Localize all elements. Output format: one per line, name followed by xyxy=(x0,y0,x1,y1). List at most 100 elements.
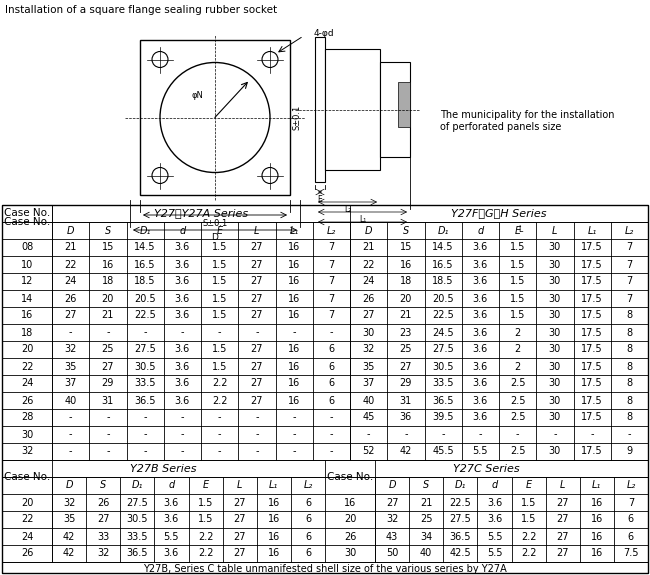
Text: 1.5: 1.5 xyxy=(212,277,227,286)
Text: 30: 30 xyxy=(344,549,356,558)
Text: -: - xyxy=(255,447,259,457)
Text: D: D xyxy=(388,481,396,490)
Text: 40: 40 xyxy=(363,396,375,405)
Text: 20.5: 20.5 xyxy=(135,293,156,304)
Text: 1.5: 1.5 xyxy=(212,259,227,270)
Text: Case No.: Case No. xyxy=(4,217,50,227)
Text: 12: 12 xyxy=(21,277,33,286)
Text: 30.5: 30.5 xyxy=(135,362,156,371)
Text: 16: 16 xyxy=(21,310,33,320)
Text: 17.5: 17.5 xyxy=(581,412,603,423)
Text: 30: 30 xyxy=(549,293,561,304)
Text: -: - xyxy=(69,430,72,439)
Text: 25: 25 xyxy=(101,344,114,355)
Text: 30: 30 xyxy=(549,328,561,338)
Text: 17.5: 17.5 xyxy=(581,396,603,405)
Text: E: E xyxy=(525,481,532,490)
Text: 6: 6 xyxy=(305,515,311,524)
Text: 43: 43 xyxy=(386,531,398,542)
Text: 30: 30 xyxy=(21,430,33,439)
Text: 16: 16 xyxy=(102,259,114,270)
Text: L: L xyxy=(560,481,566,490)
Text: of perforated panels size: of perforated panels size xyxy=(440,122,562,132)
Text: 36: 36 xyxy=(400,412,412,423)
Text: 3.6: 3.6 xyxy=(473,277,488,286)
Text: 22: 22 xyxy=(64,259,77,270)
Text: -: - xyxy=(144,447,147,457)
Text: -: - xyxy=(218,412,222,423)
Text: 1.5: 1.5 xyxy=(510,277,525,286)
Text: 6: 6 xyxy=(305,549,311,558)
Text: 27.5: 27.5 xyxy=(432,344,454,355)
Text: 2.2: 2.2 xyxy=(198,531,213,542)
Text: 24: 24 xyxy=(64,277,77,286)
Text: 7: 7 xyxy=(626,293,632,304)
Text: 1.5: 1.5 xyxy=(212,243,227,252)
Text: 1.5: 1.5 xyxy=(198,515,213,524)
Text: d: d xyxy=(477,225,484,236)
Text: D₁: D₁ xyxy=(140,225,151,236)
Text: S: S xyxy=(105,225,111,236)
Text: Case No.: Case No. xyxy=(4,472,50,482)
Text: 27: 27 xyxy=(251,344,263,355)
Text: 10: 10 xyxy=(21,259,33,270)
Text: 27: 27 xyxy=(97,515,109,524)
Text: 7: 7 xyxy=(626,277,632,286)
Text: -: - xyxy=(292,412,296,423)
Text: 8: 8 xyxy=(627,362,632,371)
Text: 2.5: 2.5 xyxy=(510,378,525,389)
Text: -: - xyxy=(106,447,110,457)
Bar xyxy=(325,49,380,170)
Text: S: S xyxy=(100,481,107,490)
Text: 2.2: 2.2 xyxy=(212,378,227,389)
Text: 42: 42 xyxy=(63,531,75,542)
Text: 3.6: 3.6 xyxy=(473,344,488,355)
Text: 24.5: 24.5 xyxy=(432,328,454,338)
Text: 2.2: 2.2 xyxy=(212,396,227,405)
Text: 7: 7 xyxy=(328,259,335,270)
Text: 7.5: 7.5 xyxy=(623,549,639,558)
Text: 2.2: 2.2 xyxy=(521,531,536,542)
Text: 32: 32 xyxy=(64,344,77,355)
Text: -: - xyxy=(478,430,482,439)
Text: 35: 35 xyxy=(64,362,77,371)
Text: 27: 27 xyxy=(251,396,263,405)
Text: 20: 20 xyxy=(21,497,33,508)
Text: The municipality for the installation: The municipality for the installation xyxy=(440,110,614,120)
Text: 3.6: 3.6 xyxy=(473,362,488,371)
Text: 17.5: 17.5 xyxy=(581,293,603,304)
Text: Y27F、G、H Series: Y27F、G、H Series xyxy=(451,209,547,218)
Text: 36.5: 36.5 xyxy=(432,396,454,405)
Text: L₂: L₂ xyxy=(344,205,351,213)
Text: 40: 40 xyxy=(64,396,77,405)
Text: 2.5: 2.5 xyxy=(510,412,525,423)
Text: 30: 30 xyxy=(549,344,561,355)
Text: 30: 30 xyxy=(549,243,561,252)
Text: 3.6: 3.6 xyxy=(473,243,488,252)
Text: D₁: D₁ xyxy=(454,481,466,490)
Text: 18: 18 xyxy=(21,328,33,338)
Text: 9: 9 xyxy=(627,447,632,457)
Text: 3.6: 3.6 xyxy=(473,412,488,423)
Text: -: - xyxy=(255,430,259,439)
Text: 1.5: 1.5 xyxy=(212,310,227,320)
Text: 3.6: 3.6 xyxy=(473,259,488,270)
Text: 26: 26 xyxy=(97,497,109,508)
Text: 32: 32 xyxy=(386,515,398,524)
Text: S: S xyxy=(403,225,409,236)
Text: 33: 33 xyxy=(97,531,109,542)
Text: -: - xyxy=(330,328,333,338)
Text: 42: 42 xyxy=(63,549,75,558)
Text: 27: 27 xyxy=(251,310,263,320)
Text: 27: 27 xyxy=(556,549,569,558)
Text: L₂: L₂ xyxy=(627,481,636,490)
Text: 21: 21 xyxy=(400,310,412,320)
Text: 14: 14 xyxy=(21,293,33,304)
Text: 16: 16 xyxy=(288,259,300,270)
Text: 40: 40 xyxy=(420,549,432,558)
Text: 5.5: 5.5 xyxy=(473,447,488,457)
Text: L: L xyxy=(518,224,522,233)
Text: 16: 16 xyxy=(288,344,300,355)
Text: D₁: D₁ xyxy=(131,481,143,490)
Text: 7: 7 xyxy=(628,497,634,508)
